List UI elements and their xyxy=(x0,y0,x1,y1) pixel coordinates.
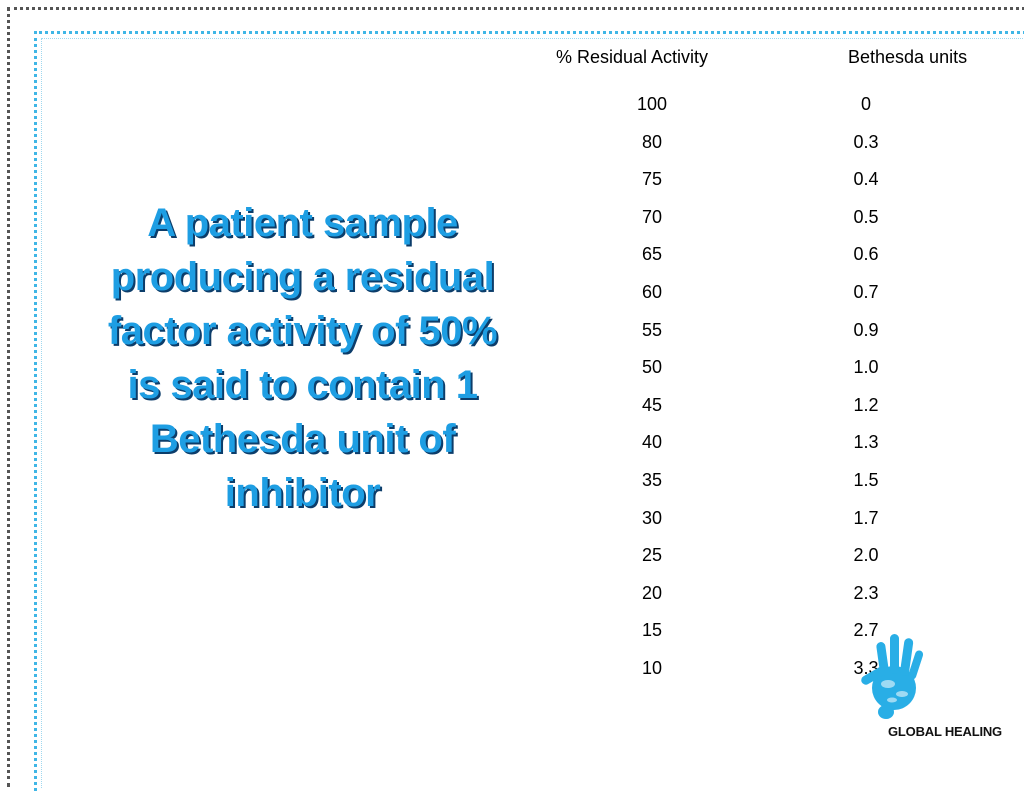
bethesda-units-cell: 0.7 xyxy=(853,282,879,302)
inner-dotted-frame xyxy=(34,31,1024,791)
bethesda-units-cell: 1.3 xyxy=(853,432,879,452)
residual-activity-cell: 55 xyxy=(641,320,663,340)
inner-dotted-frame-light xyxy=(41,38,1024,788)
residual-activity-cell: 35 xyxy=(641,470,663,490)
bethesda-units-cell: 0 xyxy=(860,94,872,114)
residual-activity-cell: 80 xyxy=(641,132,663,152)
bethesda-units-cell: 2.3 xyxy=(853,583,879,603)
bethesda-units-cell: 1.7 xyxy=(853,508,879,528)
hand-print-icon xyxy=(861,634,924,719)
residual-activity-cell: 45 xyxy=(641,395,663,415)
header-residual-activity: % Residual Activity xyxy=(556,47,709,67)
residual-activity-cell: 25 xyxy=(641,545,663,565)
residual-activity-cell: 10 xyxy=(641,658,663,678)
outer-dotted-frame xyxy=(7,7,1024,787)
bethesda-units-cell: 0.5 xyxy=(853,207,879,227)
residual-activity-cell: 40 xyxy=(641,432,663,452)
residual-activity-cell: 50 xyxy=(641,357,663,377)
residual-activity-cell: 65 xyxy=(641,244,663,264)
bethesda-units-cell: 2.0 xyxy=(853,545,879,565)
bethesda-units-cell: 0.6 xyxy=(853,244,879,264)
residual-activity-cell: 70 xyxy=(641,207,663,227)
logo-text: GLOBAL HEALING xyxy=(888,724,1002,739)
bethesda-units-cell: 2.7 xyxy=(853,620,879,640)
residual-activity-cell: 15 xyxy=(641,620,663,640)
residual-activity-cell: 20 xyxy=(641,583,663,603)
header-bethesda-units: Bethesda units xyxy=(848,47,968,67)
residual-activity-cell: 30 xyxy=(641,508,663,528)
bethesda-units-cell: 1.5 xyxy=(853,470,879,490)
bethesda-units-cell: 1.2 xyxy=(853,395,879,415)
bethesda-units-cell: 0.9 xyxy=(853,320,879,340)
residual-activity-cell: 60 xyxy=(641,282,663,302)
residual-activity-cell: 100 xyxy=(636,94,668,114)
residual-activity-cell: 75 xyxy=(641,169,663,189)
bethesda-units-cell: 0.3 xyxy=(853,132,879,152)
bethesda-units-cell: 0.4 xyxy=(853,169,879,189)
statement-text: A patient sample producing a residual fa… xyxy=(107,201,498,515)
bethesda-units-cell: 1.0 xyxy=(853,357,879,377)
